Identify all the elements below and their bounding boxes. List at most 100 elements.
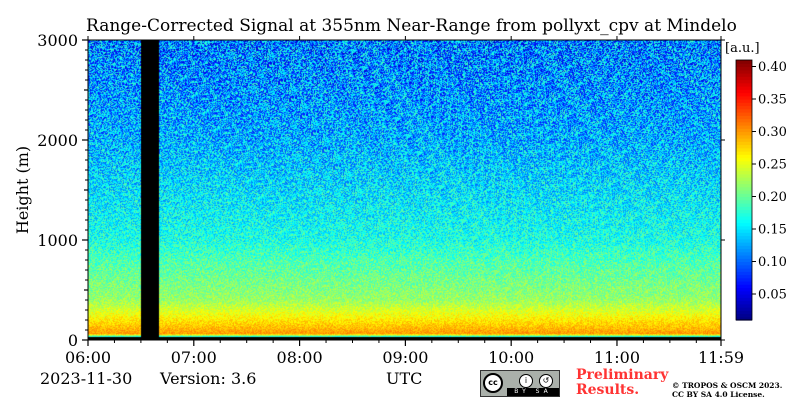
colorbar-segment bbox=[736, 108, 752, 113]
colorbar-segment bbox=[736, 141, 752, 146]
colorbar-segment bbox=[736, 216, 752, 220]
cc-license-strip: BY SA bbox=[507, 388, 559, 396]
colorbar-segment bbox=[736, 79, 752, 84]
colorbar-segment bbox=[736, 154, 752, 159]
colorbar-segment bbox=[736, 248, 752, 253]
colorbar-segment bbox=[736, 131, 752, 136]
colorbar-segment bbox=[736, 258, 752, 263]
share-alike-icon: ↺ bbox=[539, 374, 553, 388]
colorbar-segment bbox=[736, 160, 752, 165]
colorbar-segment bbox=[736, 303, 752, 308]
colorbar-tick-label: 0.35 bbox=[758, 93, 787, 108]
colorbar-segment bbox=[736, 316, 752, 321]
colorbar-segment bbox=[736, 313, 752, 318]
x-tick-label: 08:00 bbox=[277, 348, 323, 367]
x-tick-label: 11:59 bbox=[698, 348, 744, 367]
colorbar-segment bbox=[736, 264, 752, 269]
copyright-line-1: © TROPOS & OSCM 2023. bbox=[672, 381, 783, 390]
colorbar-segment bbox=[736, 138, 752, 142]
y-axis-label: Height (m) bbox=[13, 146, 32, 234]
colorbar-segment bbox=[736, 86, 752, 90]
x-tick-label: 06:00 bbox=[65, 348, 111, 367]
colorbar-segment bbox=[736, 177, 752, 181]
colorbar-frame bbox=[735, 59, 753, 321]
x-tick-label: 07:00 bbox=[171, 348, 217, 367]
colorbar-segment bbox=[736, 290, 752, 295]
colorbar-segment bbox=[736, 69, 752, 74]
colorbar-segment bbox=[736, 170, 752, 175]
colorbar-segment bbox=[736, 212, 752, 217]
preliminary-notice: Preliminary Results. bbox=[576, 368, 668, 398]
colorbar-segment bbox=[736, 144, 752, 149]
colorbar-segment bbox=[736, 92, 752, 97]
colorbar-segment bbox=[736, 255, 752, 259]
colorbar-segment bbox=[736, 297, 752, 302]
heatmap-raster bbox=[88, 40, 721, 340]
colorbar-segment bbox=[736, 99, 752, 103]
colorbar-segment bbox=[736, 89, 752, 94]
date-label: 2023-11-30 bbox=[40, 369, 133, 388]
colorbar-segment bbox=[736, 203, 752, 207]
copyright-line-2: CC BY SA 4.0 License. bbox=[672, 390, 765, 399]
colorbar-segment bbox=[736, 287, 752, 292]
colorbar-segment bbox=[736, 300, 752, 305]
colorbar-segment bbox=[736, 219, 752, 224]
colorbar-segment bbox=[736, 209, 752, 214]
y-tick-label: 2000 bbox=[37, 131, 78, 150]
colorbar-segment bbox=[736, 245, 752, 250]
colorbar-segment bbox=[736, 183, 752, 188]
colorbar-tick-label: 0.20 bbox=[758, 190, 787, 205]
attribution-icon: i bbox=[519, 374, 533, 388]
colorbar-tick-label: 0.10 bbox=[758, 255, 787, 270]
colorbar-segment bbox=[736, 307, 752, 311]
colorbar-segment bbox=[736, 164, 752, 168]
colorbar-segment bbox=[736, 73, 752, 77]
colorbar-segment bbox=[736, 173, 752, 178]
colorbar-segment bbox=[736, 310, 752, 315]
colorbar-segment bbox=[736, 115, 752, 120]
colorbar-segment bbox=[736, 235, 752, 240]
colorbar-segment bbox=[736, 63, 752, 68]
y-axis: 0 1000 2000 3000 bbox=[37, 31, 725, 350]
colorbar-tick-label: 0.40 bbox=[758, 60, 787, 75]
y-tick-label: 1000 bbox=[37, 231, 78, 250]
colorbar-segment bbox=[736, 199, 752, 204]
colorbar-segment bbox=[736, 274, 752, 279]
colorbar-segment bbox=[736, 242, 752, 246]
colorbar-segment bbox=[736, 281, 752, 285]
colorbar-segment bbox=[736, 121, 752, 126]
colorbar-segment bbox=[736, 180, 752, 185]
colorbar-segment bbox=[736, 222, 752, 227]
cc-license-badge[interactable]: cc i ↺ BY SA bbox=[480, 370, 560, 397]
x-axis: 06:00 07:00 08:00 09:00 10:00 11:00 11:59 bbox=[65, 36, 744, 367]
y-tick-label: 0 bbox=[68, 331, 78, 350]
colorbar-segment bbox=[736, 238, 752, 243]
colorbar-segment bbox=[736, 151, 752, 155]
colorbar-segment bbox=[736, 125, 752, 129]
colorbar-segment bbox=[736, 261, 752, 266]
colorbar-tick-label: 0.05 bbox=[758, 288, 787, 303]
colorbar-segment bbox=[736, 118, 752, 123]
colorbar-segment bbox=[736, 277, 752, 282]
preliminary-line-1: Preliminary bbox=[576, 367, 669, 383]
colorbar-segment bbox=[736, 76, 752, 81]
colorbar-segment bbox=[736, 102, 752, 107]
colorbar-segment bbox=[736, 268, 752, 272]
version-label: Version: 3.6 bbox=[160, 369, 257, 388]
colorbar-segment bbox=[736, 284, 752, 289]
x-tick-label: 09:00 bbox=[382, 348, 428, 367]
colorbar-tick-label: 0.30 bbox=[758, 125, 787, 140]
colorbar-segment bbox=[736, 128, 752, 133]
colorbar-segment bbox=[736, 196, 752, 201]
y-tick-label: 3000 bbox=[37, 31, 78, 50]
cc-logo-icon: cc bbox=[483, 373, 503, 393]
colorbar-segment bbox=[736, 105, 752, 110]
colorbar-segment bbox=[736, 206, 752, 211]
colorbar-segment bbox=[736, 271, 752, 276]
colorbar-segment bbox=[736, 66, 752, 71]
colorbar-segment bbox=[736, 167, 752, 172]
colorbar-segment bbox=[736, 95, 752, 100]
colorbar-tick-label: 0.25 bbox=[758, 158, 787, 173]
colorbar-segment bbox=[736, 190, 752, 194]
